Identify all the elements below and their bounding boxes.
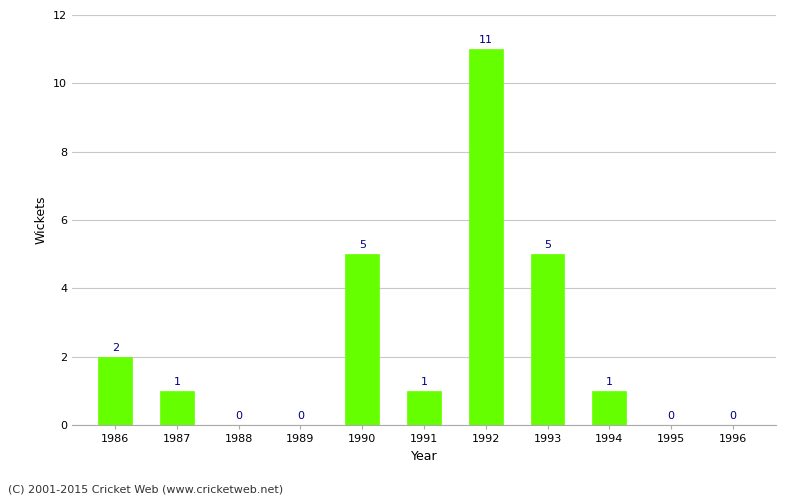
Text: 1: 1 — [606, 376, 613, 386]
Text: 11: 11 — [478, 35, 493, 45]
Text: 5: 5 — [544, 240, 551, 250]
X-axis label: Year: Year — [410, 450, 438, 462]
Bar — [98, 356, 132, 425]
Text: 0: 0 — [235, 411, 242, 421]
Bar — [469, 49, 502, 425]
Text: 2: 2 — [112, 342, 118, 352]
Bar — [407, 391, 441, 425]
Text: (C) 2001-2015 Cricket Web (www.cricketweb.net): (C) 2001-2015 Cricket Web (www.cricketwe… — [8, 485, 283, 495]
Bar — [346, 254, 379, 425]
Bar — [160, 391, 194, 425]
Text: 5: 5 — [358, 240, 366, 250]
Text: 1: 1 — [174, 376, 181, 386]
Text: 0: 0 — [297, 411, 304, 421]
Bar — [530, 254, 565, 425]
Text: 0: 0 — [667, 411, 674, 421]
Y-axis label: Wickets: Wickets — [34, 196, 47, 244]
Bar — [592, 391, 626, 425]
Text: 1: 1 — [421, 376, 427, 386]
Text: 0: 0 — [730, 411, 736, 421]
